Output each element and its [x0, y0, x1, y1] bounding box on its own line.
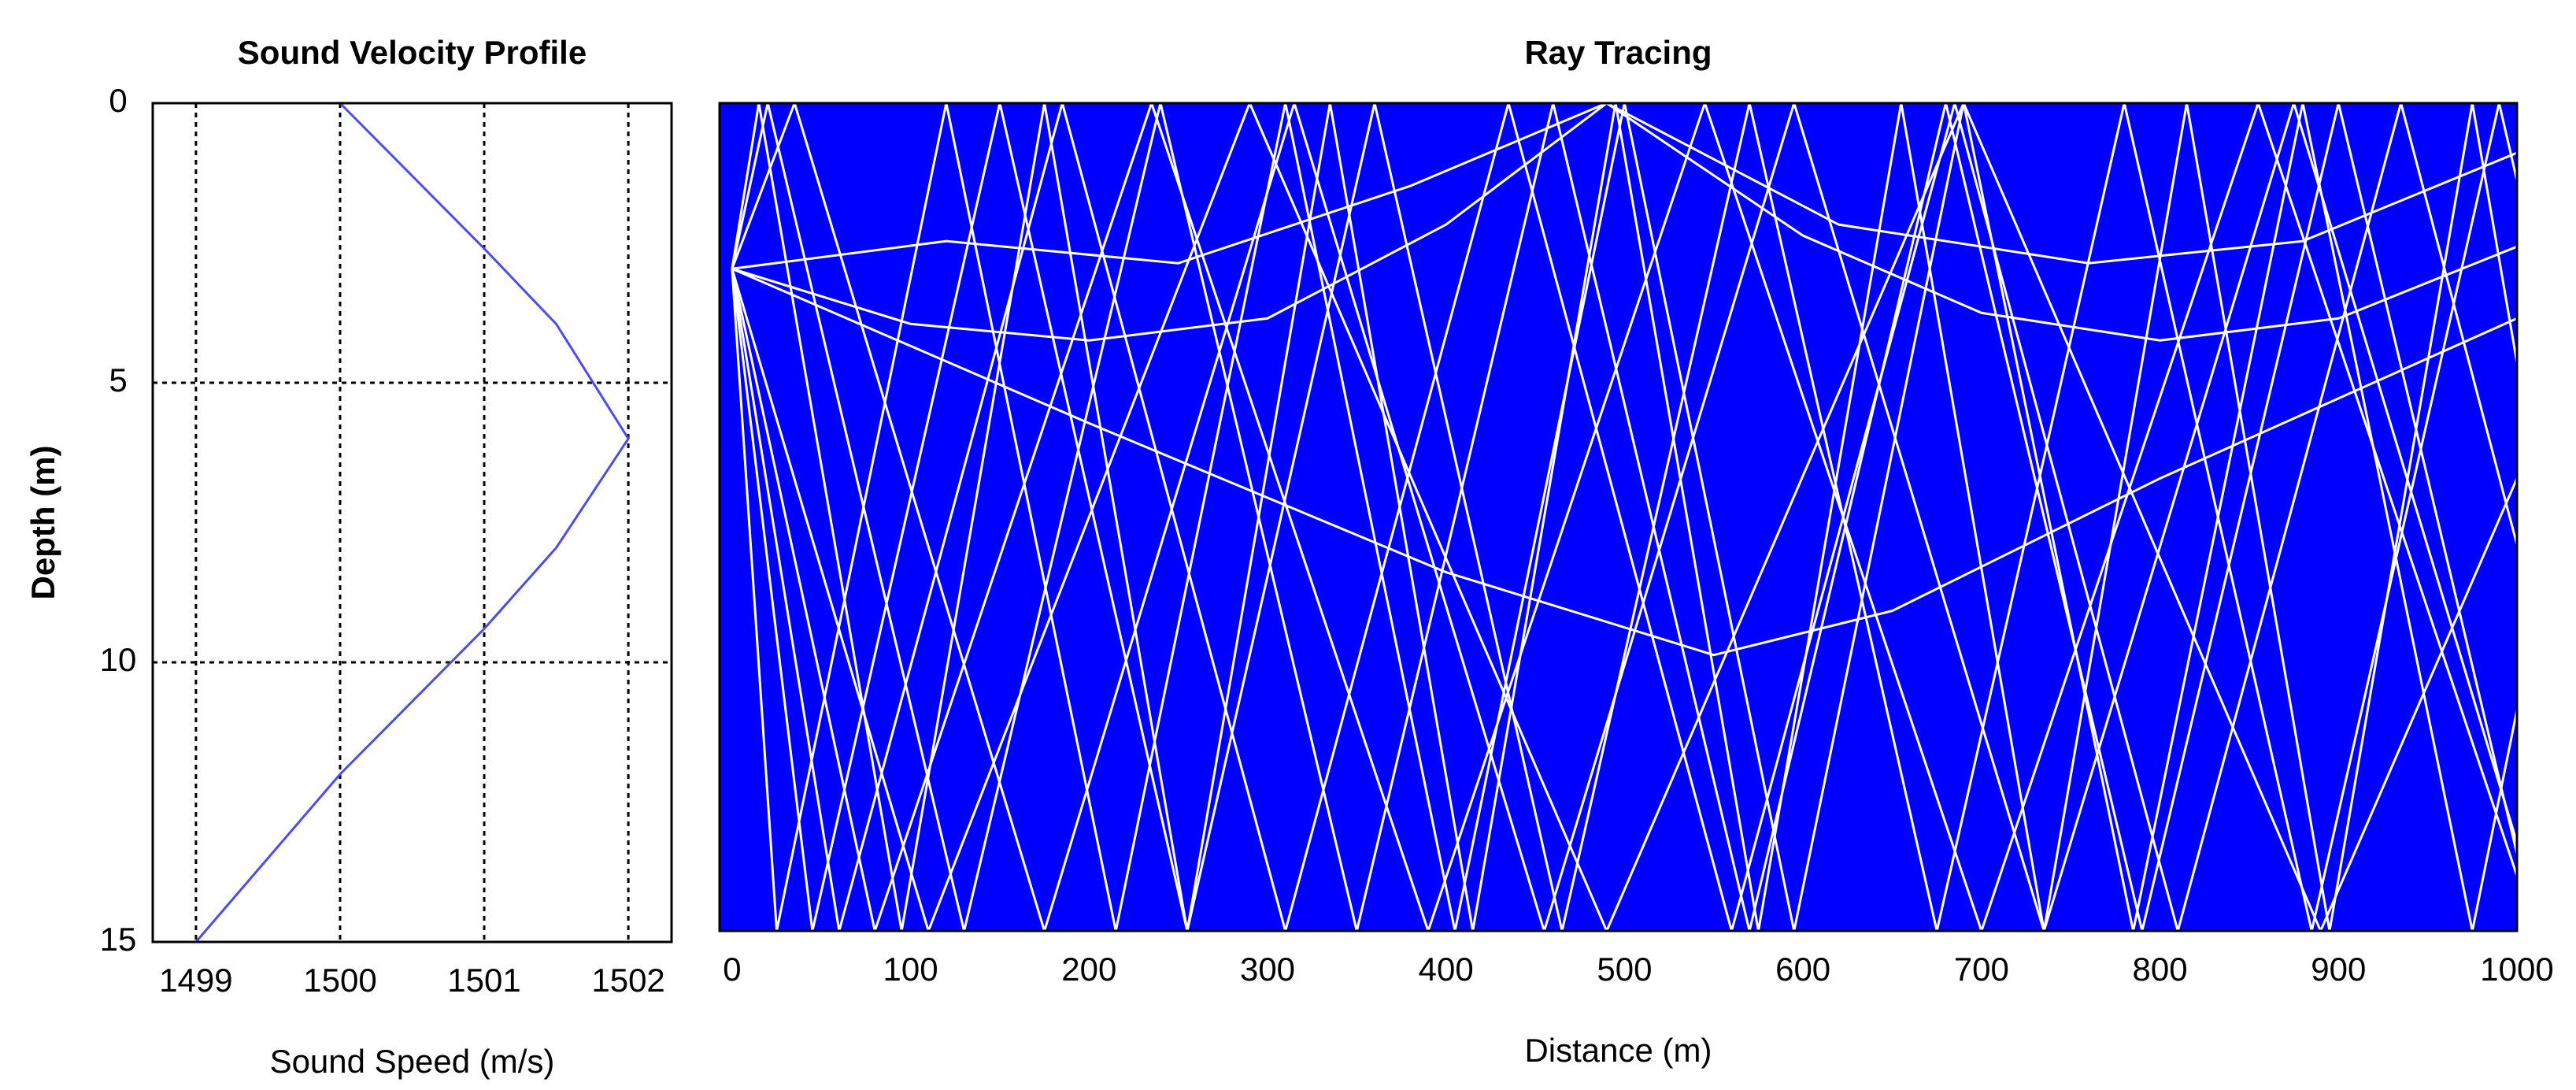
- ray: [731, 98, 2519, 936]
- x-tick-label: 1499: [159, 962, 232, 999]
- plot-frame: [718, 102, 2519, 932]
- x-tick-label: 300: [1240, 951, 1295, 988]
- y-tick-label: 5: [109, 361, 127, 399]
- x-tick-label: 0: [723, 951, 741, 988]
- x-axis-label: Distance (m): [1524, 1032, 1712, 1069]
- x-axis-label: Sound Speed (m/s): [270, 1043, 555, 1080]
- y-tick-label: 0: [109, 82, 127, 119]
- plot-frame: [151, 102, 673, 944]
- x-tick-label: 800: [2133, 951, 2188, 988]
- x-tick-label: 600: [1775, 951, 1830, 988]
- x-tick-label: 900: [2311, 951, 2366, 988]
- y-tick-label: 10: [100, 641, 137, 678]
- ray: [731, 99, 2519, 936]
- x-tick-label: 700: [1954, 951, 2009, 988]
- chart-title: Sound Velocity Profile: [238, 34, 587, 71]
- x-tick-label: 1501: [447, 962, 520, 999]
- ray: [731, 102, 2519, 932]
- x-tick-label: 1502: [591, 962, 664, 999]
- x-tick-label: 200: [1061, 951, 1116, 988]
- x-tick-label: 500: [1597, 951, 1652, 988]
- profile-line: [194, 102, 630, 943]
- x-tick-label: 400: [1419, 951, 1474, 988]
- x-tick-label: 100: [883, 951, 938, 988]
- ray: [731, 267, 2518, 657]
- chart-title: Ray Tracing: [1524, 34, 1712, 71]
- x-tick-label: 1000: [2480, 951, 2553, 988]
- plot-background: [720, 103, 2517, 931]
- y-tick-label: 15: [100, 921, 137, 958]
- x-tick-label: 1500: [303, 962, 376, 999]
- y-axis-label: Depth (m): [24, 446, 61, 600]
